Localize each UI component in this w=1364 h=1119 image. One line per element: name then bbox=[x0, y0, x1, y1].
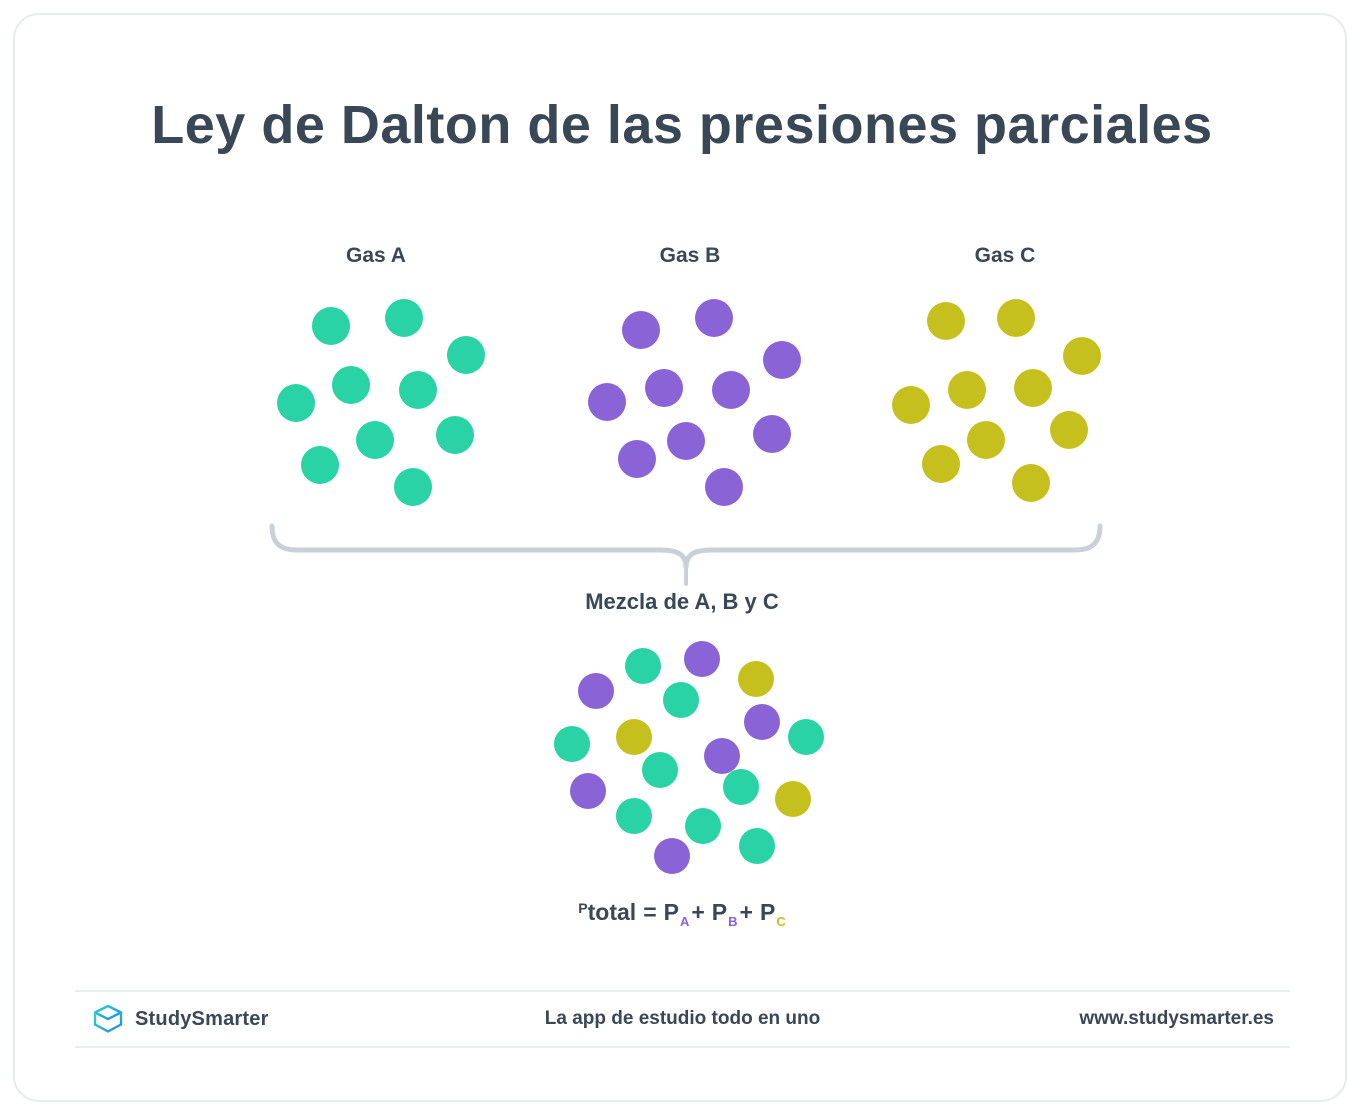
formula-term-A-base: P bbox=[663, 899, 679, 925]
footer: StudySmarter La app de estudio todo en u… bbox=[75, 990, 1290, 1048]
footer-tagline: La app de estudio todo en uno bbox=[544, 1008, 821, 1029]
formula-term-C: PC bbox=[759, 899, 786, 929]
formula-term-B-sub: B bbox=[728, 914, 738, 929]
brand-name: StudySmarter bbox=[135, 1007, 269, 1030]
formula-term-B: PB bbox=[711, 899, 738, 929]
formula-total-label: total bbox=[587, 899, 637, 925]
mixture-label: Mezcla de A, B y C bbox=[585, 589, 779, 614]
footer-url: www.studysmarter.es bbox=[1079, 1008, 1274, 1029]
formula-term-A-sub: A bbox=[679, 914, 690, 929]
formula-plus-2: + bbox=[739, 899, 753, 925]
formula-equals: = bbox=[643, 899, 657, 925]
formula-term-C-sub: C bbox=[776, 914, 786, 929]
studysmarter-logo-icon bbox=[93, 1004, 123, 1033]
formula-term-B-base: P bbox=[711, 899, 728, 925]
page-title: Ley de Dalton de las presiones parciales bbox=[151, 95, 1213, 155]
brand: StudySmarter bbox=[91, 1003, 269, 1035]
infographic-card bbox=[13, 13, 1347, 1102]
gas-c-label: Gas C bbox=[974, 244, 1036, 267]
formula-plus-1: + bbox=[691, 899, 705, 925]
pressure-formula: Ptotal = PA+ PB+ PC bbox=[0, 899, 1364, 929]
formula-term-A: PA bbox=[663, 899, 690, 929]
formula-term-C-base: P bbox=[759, 899, 776, 925]
formula-prefix-sup: P bbox=[578, 900, 588, 916]
gas-a-label: Gas A bbox=[346, 244, 406, 267]
gas-b-label: Gas B bbox=[659, 244, 721, 267]
